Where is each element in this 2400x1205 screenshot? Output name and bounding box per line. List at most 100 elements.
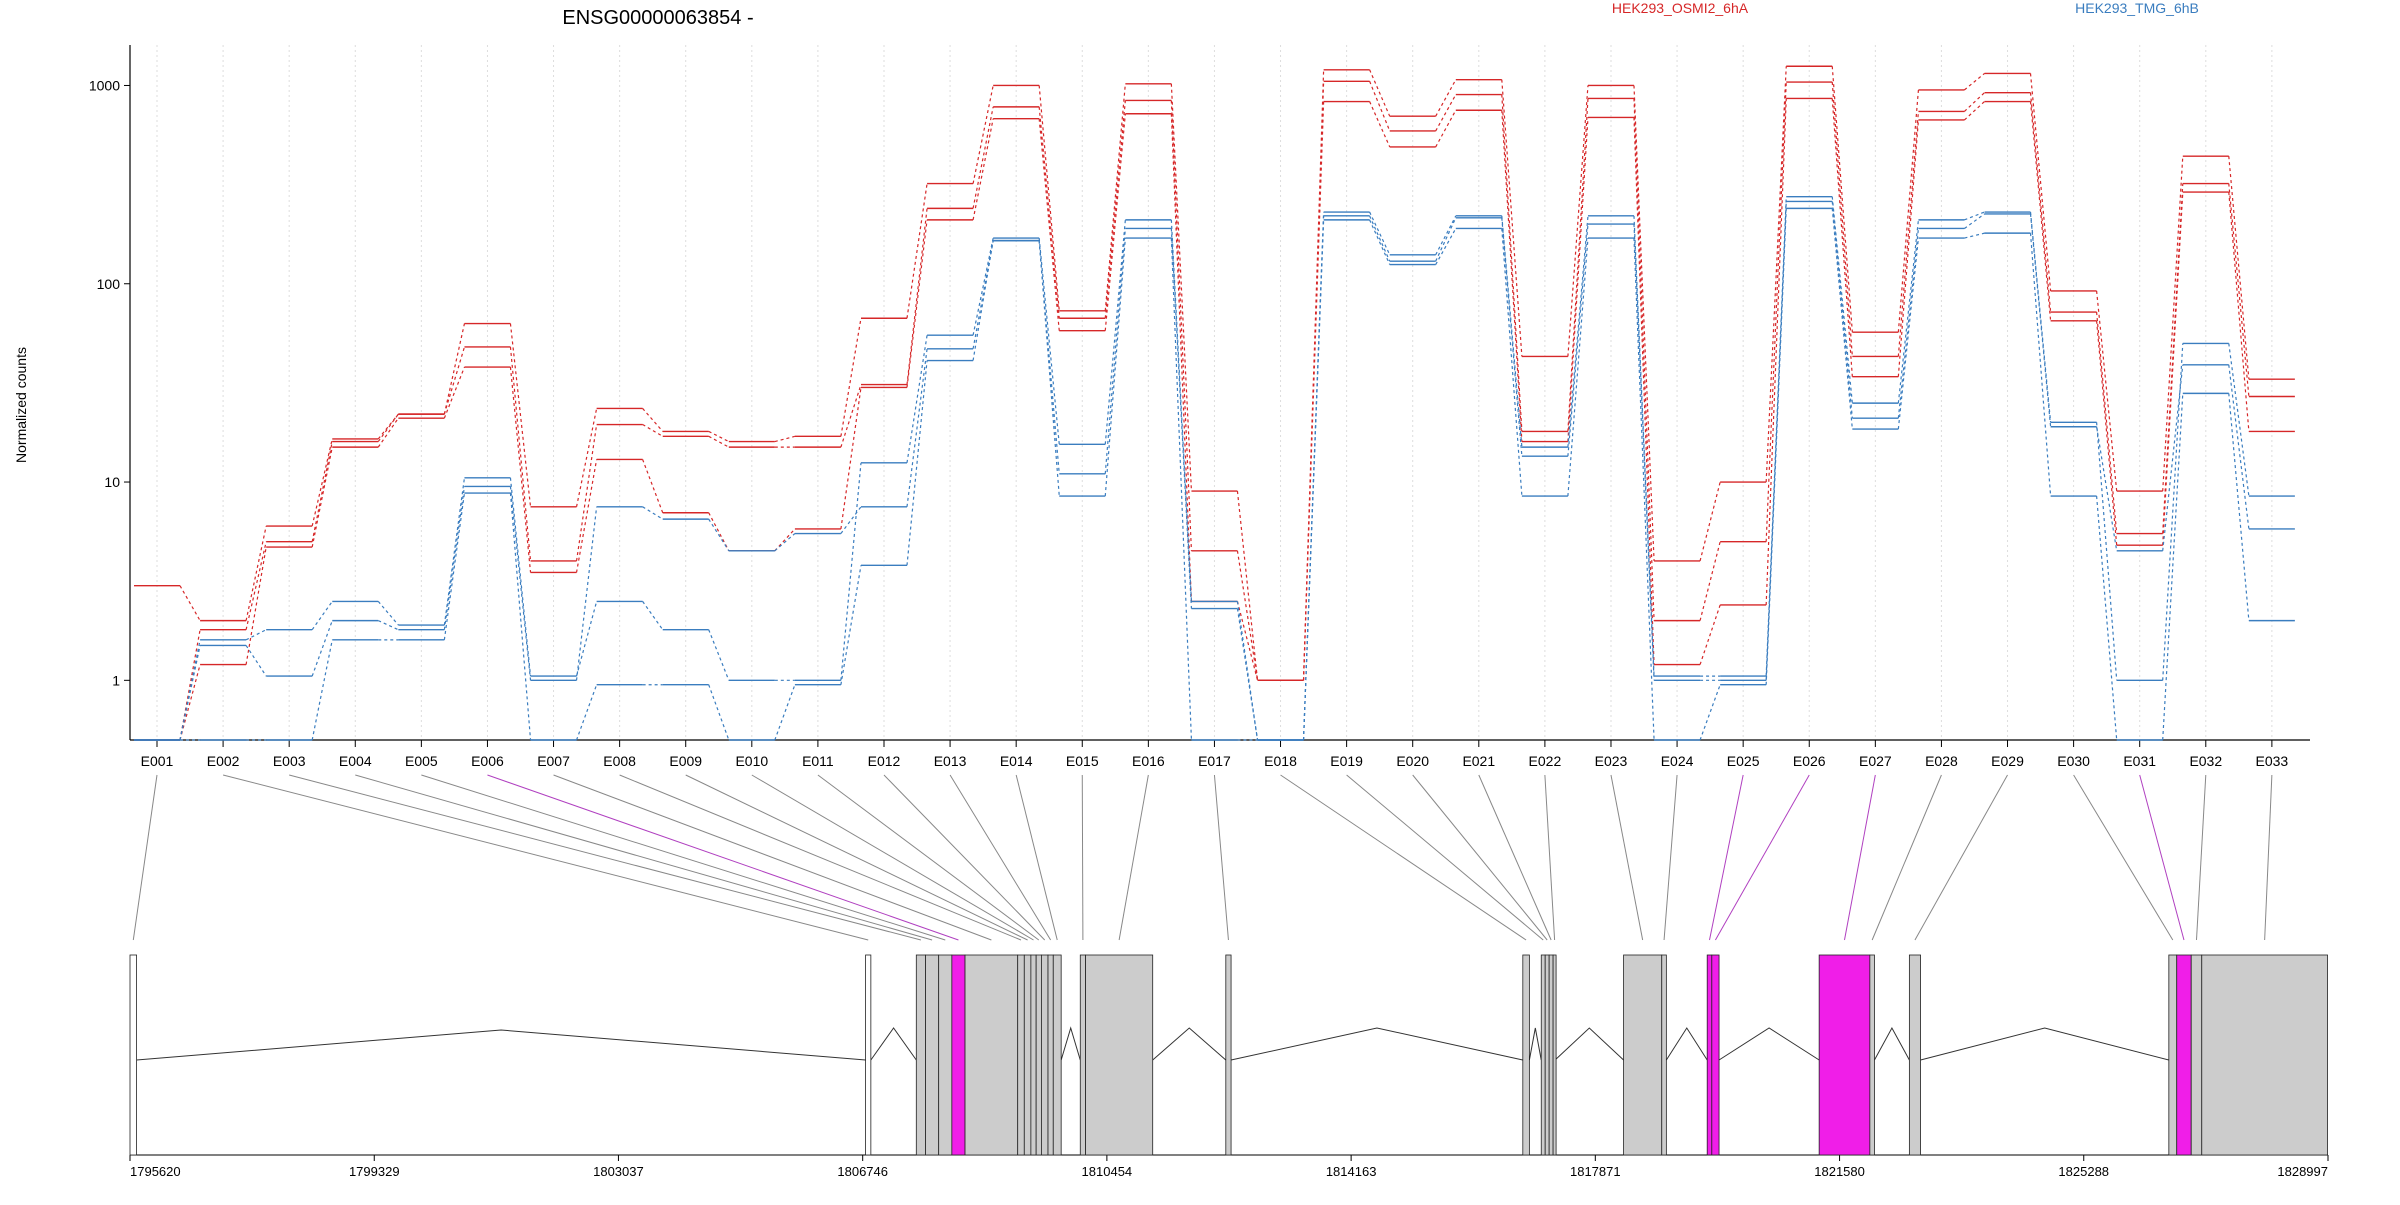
series-2-connector-2: [245, 541, 267, 630]
series-1-connector-3: [311, 438, 333, 527]
series-1-connector-13: [972, 85, 994, 184]
series-6-connector-27: [1897, 237, 1920, 430]
x-tick-label-e013: E013: [934, 753, 967, 769]
series-3-connector-6: [509, 367, 532, 573]
series-4-connector-31: [2162, 343, 2184, 681]
series-3-connector-27: [1897, 119, 1920, 377]
exon-block-e024: [1661, 954, 1667, 1156]
series-4-connector-28: [1964, 211, 1985, 221]
exon-connector-e029: [1914, 774, 2008, 941]
series-2-connector-27: [1897, 111, 1920, 357]
gene-coord-label-3: 1803037: [593, 1164, 644, 1179]
gene-coord-label-6: 1814163: [1326, 1164, 1377, 1179]
exon-connector-e005: [421, 774, 946, 941]
exon-block-e012: [1041, 954, 1049, 1156]
intron-1: [136, 1029, 866, 1061]
series-3-connector-32: [2228, 192, 2250, 432]
series-1-connector-4: [377, 413, 399, 440]
gene-coord-label-4: 1806746: [837, 1164, 888, 1179]
exon-connector-e020: [1412, 774, 1548, 941]
gene-coord-label-2: 1799329: [349, 1164, 400, 1179]
series-3-connector-25: [1765, 98, 1787, 605]
series-5: [134, 200, 2295, 741]
series-1-connector-23: [1633, 85, 1655, 561]
series-1-connector-27: [1897, 89, 1920, 333]
x-tick-label-e019: E019: [1330, 753, 1363, 769]
x-tick-label-e026: E026: [1793, 753, 1826, 769]
series-2-connector-7: [575, 424, 598, 562]
exon-connector-e013: [949, 774, 1052, 941]
exon-block-e014: [1052, 954, 1062, 1156]
exon-connector-e026: [1714, 774, 1810, 941]
series-6-connector-28: [1964, 232, 1985, 239]
exon-connector-e015: [1081, 774, 1084, 941]
series-1-connector-24: [1699, 481, 1721, 562]
intron-22: [1554, 1027, 1624, 1061]
exon-connector-e028: [1871, 774, 1942, 941]
series-5-connector-17: [1236, 608, 1259, 741]
exon-block-e017: [1225, 954, 1232, 1156]
exon-connector-e004: [355, 774, 933, 941]
exon-connector-e009: [685, 774, 1028, 941]
series-5-connector-10: [774, 533, 796, 552]
exon-block-e010: [1030, 954, 1037, 1156]
series-4-connector-9: [708, 629, 730, 681]
exon-connector-e024: [1663, 774, 1678, 941]
exon-connector-e032: [2195, 774, 2207, 941]
series-1-connector-16: [1170, 83, 1193, 492]
series-3-connector-10: [774, 528, 796, 552]
series-2-connector-11: [840, 384, 862, 448]
intron-17: [1230, 1027, 1523, 1061]
series-6-connector-19: [1369, 219, 1391, 265]
series-6-connector-14: [1038, 240, 1060, 497]
series-1-connector-19: [1369, 69, 1391, 117]
exon-block-e025: [1706, 954, 1713, 1156]
exon-block-e008: [1017, 954, 1025, 1156]
exon-block-e003: [915, 954, 926, 1156]
series-1-connector-9: [708, 430, 730, 443]
series-1-connector-8: [642, 408, 664, 432]
series-3-connector-5: [443, 366, 466, 419]
exon-block-e009: [1023, 954, 1032, 1156]
x-tick-label-e025: E025: [1727, 753, 1760, 769]
series-3-connector-24: [1699, 604, 1721, 665]
exon-block-e016: [1085, 954, 1154, 1156]
series-6-connector-9: [708, 684, 730, 741]
series-6: [134, 207, 2295, 741]
series-6-connector-25: [1765, 208, 1787, 685]
x-tick-label-e018: E018: [1264, 753, 1297, 769]
x-tick-label-e006: E006: [471, 753, 504, 769]
series-4-connector-3: [311, 601, 333, 631]
series-5-connector-9: [708, 518, 730, 552]
x-tick-label-e003: E003: [273, 753, 306, 769]
series-4-connector-4: [377, 601, 399, 626]
series-3-connector-7: [575, 459, 598, 573]
series-3-connector-8: [642, 459, 664, 513]
series-1-connector-26: [1831, 66, 1853, 333]
exon-block-e033: [2201, 954, 2328, 1156]
series-4-connector-1: [179, 639, 201, 741]
exon-block-e019: [1540, 954, 1546, 1156]
exon-connector-e021: [1478, 774, 1552, 941]
series-1-connector-29: [2029, 73, 2052, 291]
x-tick-label-e033: E033: [2256, 753, 2289, 769]
exon-block-e006: [951, 954, 966, 1156]
series-3-connector-23: [1633, 117, 1655, 665]
series-2-connector-26: [1831, 82, 1853, 357]
series-4-connector-15: [1104, 219, 1126, 445]
series-5-connector-22: [1567, 224, 1589, 457]
series-5-connector-13: [972, 240, 994, 349]
series-2-connector-28: [1964, 92, 1985, 112]
series-1-connector-17: [1236, 491, 1259, 681]
series-3: [134, 97, 2295, 741]
series-6-connector-22: [1567, 238, 1589, 497]
series-5-connector-12: [906, 348, 928, 507]
series-2-connector-17: [1236, 550, 1259, 681]
series-4-connector-6: [509, 477, 532, 677]
series-4: [134, 195, 2295, 741]
series-5-connector-19: [1369, 215, 1391, 262]
series-3-connector-26: [1831, 98, 1853, 377]
exon-block-e032: [2190, 954, 2203, 1156]
x-tick-label-e023: E023: [1595, 753, 1628, 769]
